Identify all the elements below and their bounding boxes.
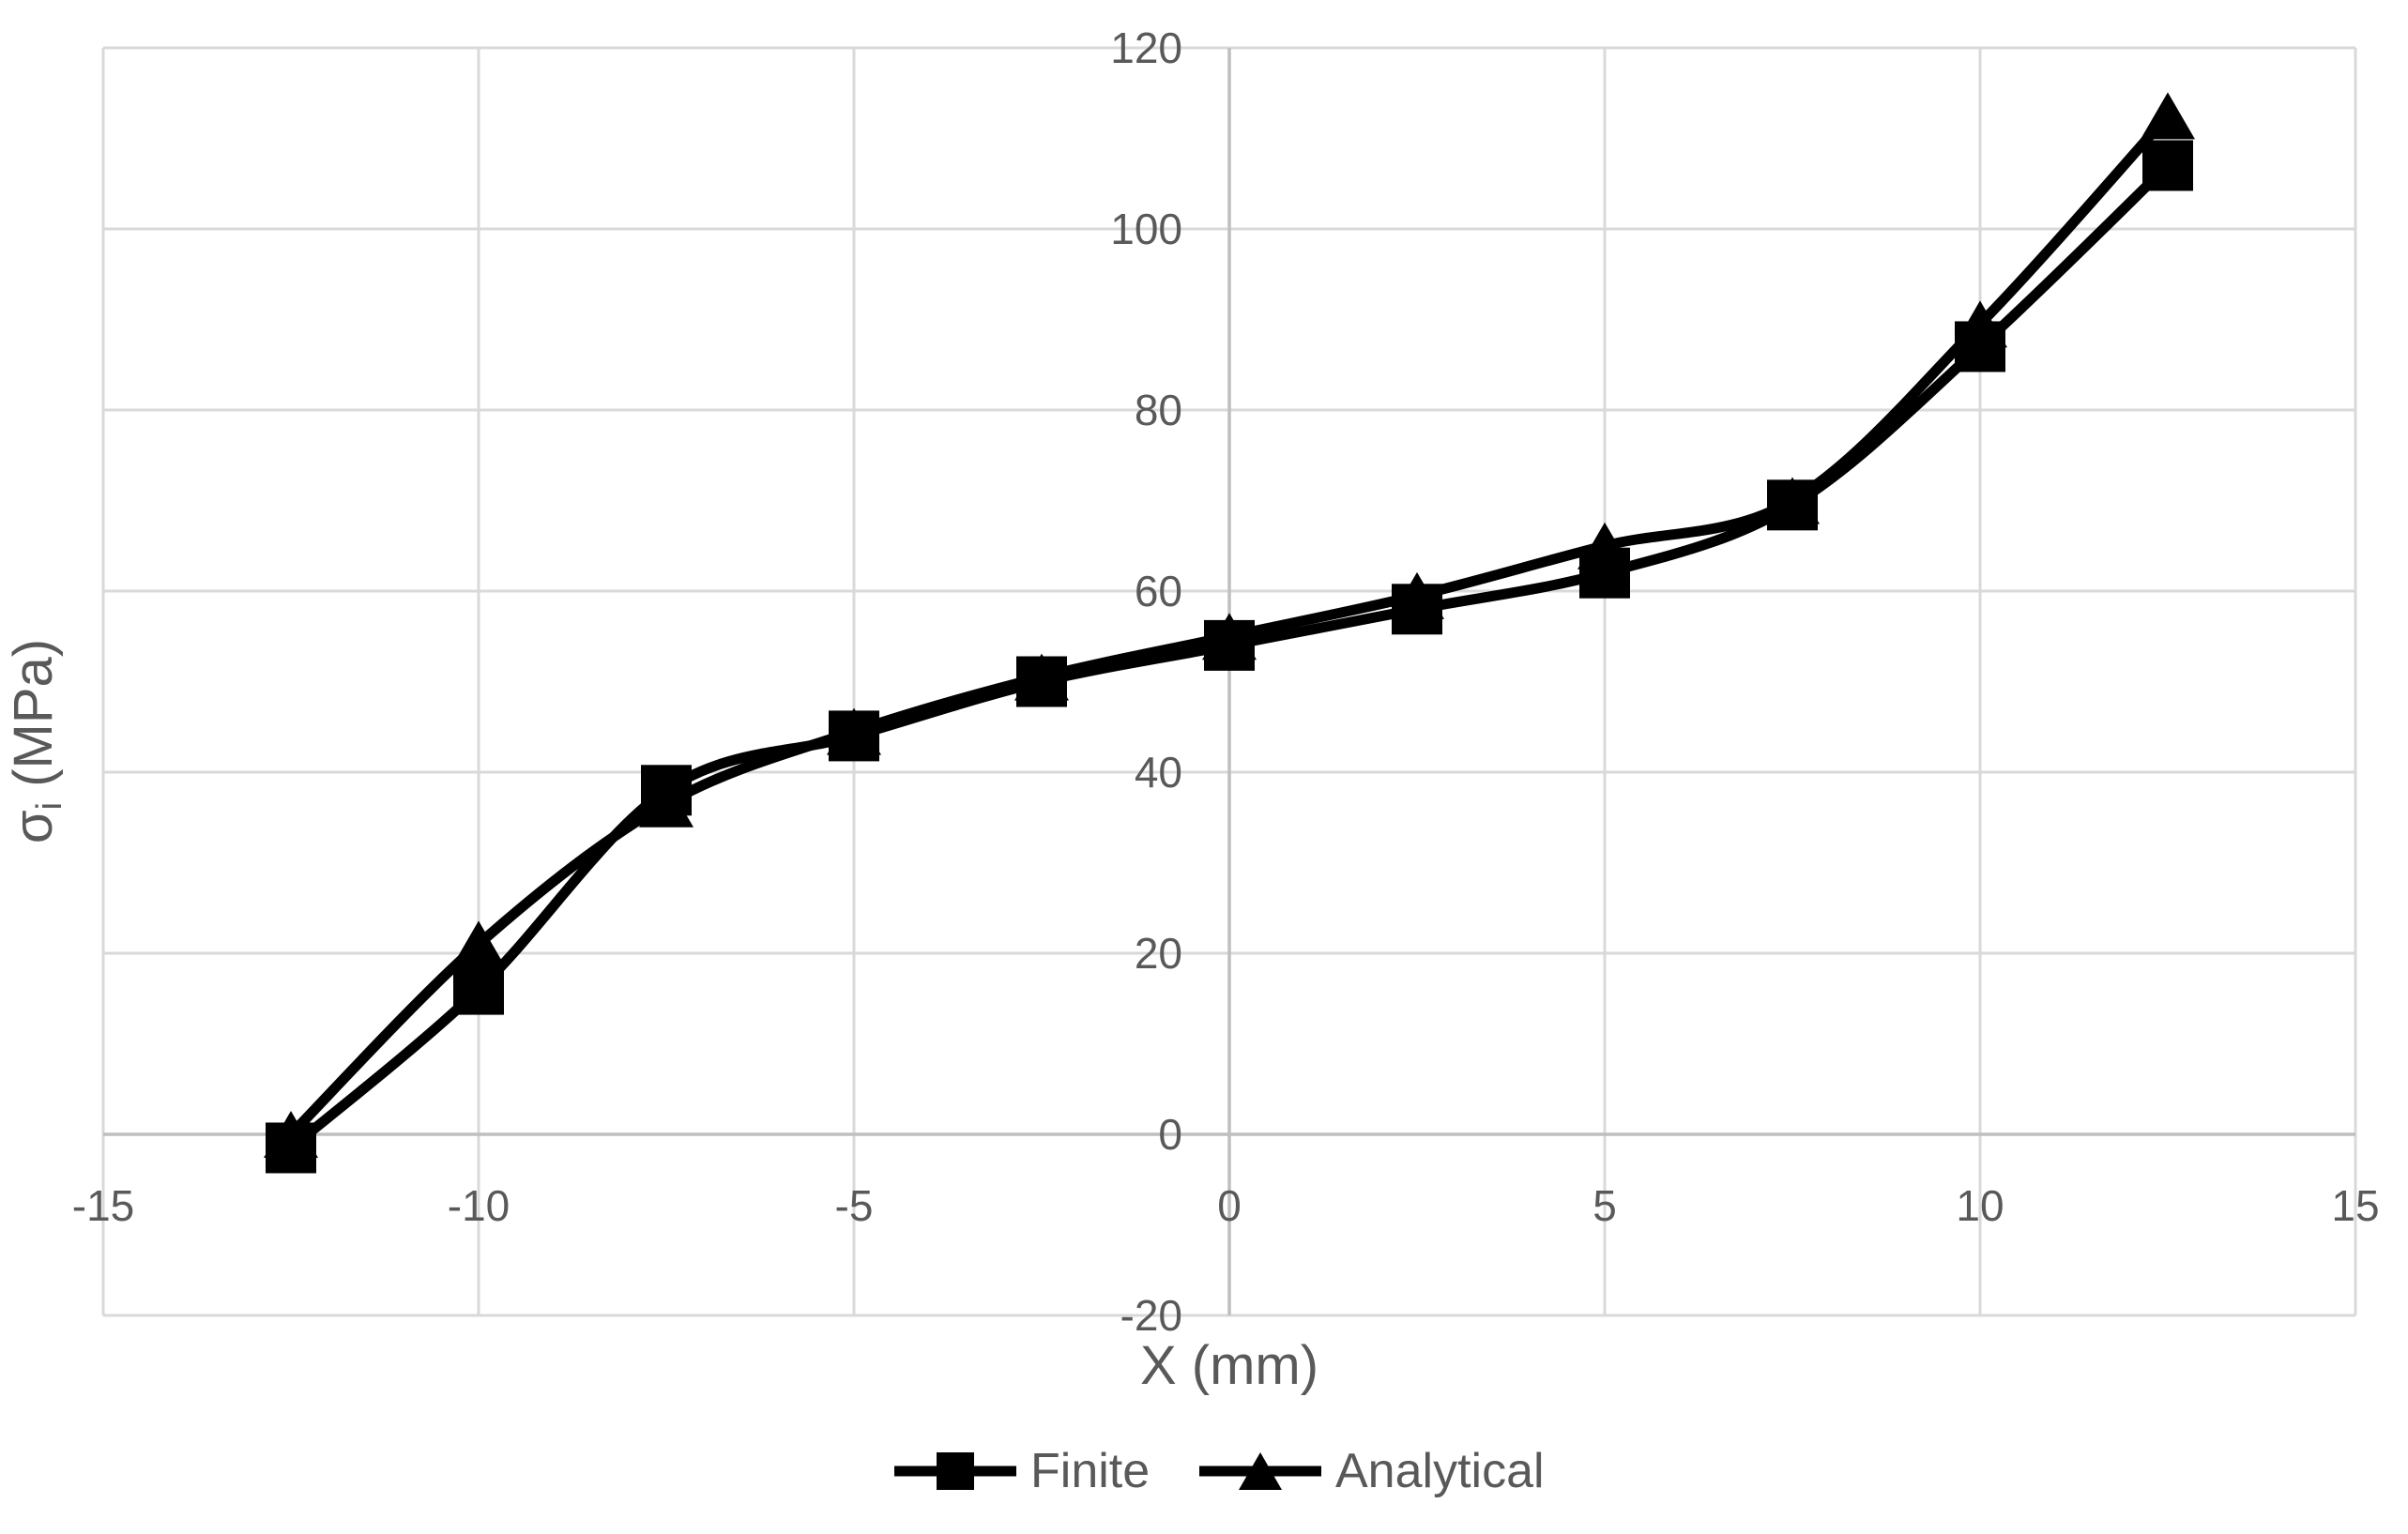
data-point-triangle [1765,477,1820,524]
square-icon [937,1452,974,1490]
x-axis-tick-labels: -15 -10 -5 0 5 10 15 [72,1181,2380,1230]
legend-label-analytical: Analytical [1335,1444,1545,1498]
data-point-triangle [639,780,693,828]
data-point-triangle [1390,571,1444,619]
y-axis-title: σi (MPa) [3,639,69,843]
x-tick-label: -5 [835,1181,874,1230]
x-tick-label: 15 [2331,1181,2379,1230]
series-markers [264,92,2195,1174]
y-tick-label: -20 [1120,1291,1182,1340]
y-tick-label: 60 [1135,567,1182,615]
y-tick-label: 20 [1135,929,1182,978]
y-tick-label: 80 [1135,386,1182,434]
legend-marker-square-icon [894,1452,1016,1490]
legend-item-finite: Finite [894,1444,1150,1498]
data-point-triangle [451,920,506,968]
legend-label-finite: Finite [1030,1444,1150,1498]
data-point-triangle [827,707,881,755]
x-tick-label: -10 [448,1181,510,1230]
legend-marker-triangle-icon [1199,1452,1321,1490]
data-point-triangle [1577,522,1632,570]
x-tick-label: 5 [1593,1181,1617,1230]
data-point-triangle [1202,613,1257,661]
axis-lines [103,48,2355,1315]
x-tick-label: -15 [72,1181,134,1230]
data-point-triangle [264,1111,318,1158]
y-tick-label: 120 [1110,23,1182,72]
x-tick-label: 10 [1956,1181,2004,1230]
legend-item-analytical: Analytical [1199,1444,1545,1498]
x-tick-label: 0 [1217,1181,1242,1230]
data-point-triangle [1014,653,1069,701]
data-point-square [453,964,504,1015]
y-tick-label: 40 [1135,748,1182,797]
x-axis-title: X (mm) [1140,1335,1318,1396]
y-axis-tick-labels: 120 100 80 60 40 20 0 -20 [1110,23,1182,1340]
triangle-icon [1239,1452,1282,1490]
legend: Finite Analytical [894,1444,1545,1498]
data-point-triangle [1953,300,2007,348]
data-point-triangle [2141,92,2195,140]
data-point-square [2142,140,2193,191]
y-tick-label: 0 [1158,1110,1182,1159]
y-tick-label: 100 [1110,205,1182,253]
